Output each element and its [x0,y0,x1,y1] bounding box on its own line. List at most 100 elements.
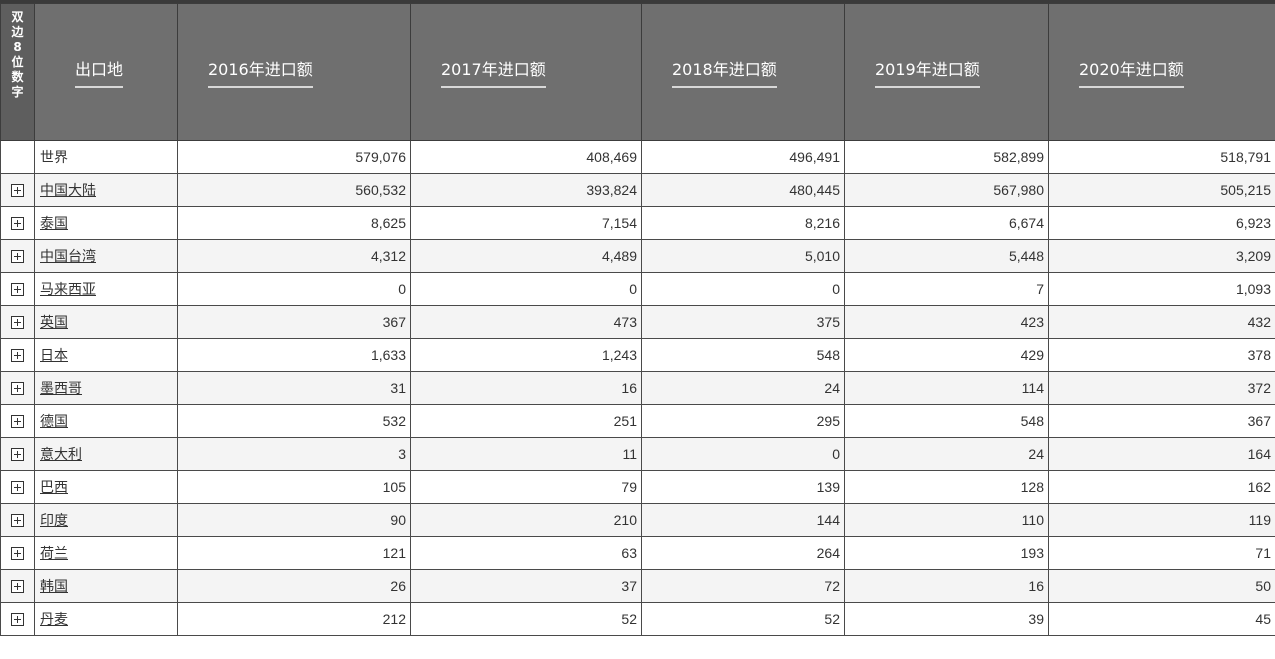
value-2017: 11 [410,437,642,471]
origin-link[interactable]: 墨西哥 [40,381,82,397]
value-2020: 1,093 [1048,272,1275,306]
value-2018: 548 [641,338,845,372]
origin-cell: 丹麦 [34,602,178,636]
header-2016-label[interactable]: 2016年进口额 [208,56,313,88]
plus-box-icon[interactable] [11,381,24,395]
value-2017: 79 [410,470,642,504]
origin-cell: 印度 [34,503,178,537]
value-2020: 372 [1048,371,1275,405]
origin-cell: 巴西 [34,470,178,504]
value-2020: 367 [1048,404,1275,438]
header-2018-label[interactable]: 2018年进口额 [672,56,777,88]
expand-cell[interactable] [0,239,35,273]
value-2019: 193 [844,536,1049,570]
expand-cell[interactable] [0,371,35,405]
plus-box-icon[interactable] [11,513,24,527]
plus-box-icon[interactable] [11,546,24,560]
origin-cell: 英国 [34,305,178,339]
expand-cell[interactable] [0,305,35,339]
value-2018: 375 [641,305,845,339]
value-2020: 71 [1048,536,1275,570]
plus-box-icon[interactable] [11,414,24,428]
value-2016: 90 [177,503,411,537]
origin-link[interactable]: 巴西 [40,480,68,496]
origin-link[interactable]: 意大利 [40,447,82,463]
origin-link[interactable]: 丹麦 [40,612,68,628]
expand-cell[interactable] [0,272,35,306]
plus-box-icon[interactable] [11,579,24,593]
expand-cell[interactable] [0,503,35,537]
world-row: 世界 579,076 408,469 496,491 582,899 518,7… [0,140,1275,174]
value-2020: 119 [1048,503,1275,537]
value-2019: 6,674 [844,206,1049,240]
expand-cell[interactable] [0,569,35,603]
expand-cell[interactable] [0,173,35,207]
header-2017[interactable]: 2017年进口额 [410,3,642,141]
expand-cell[interactable] [0,206,35,240]
origin-link[interactable]: 德国 [40,414,68,430]
value-2020: 45 [1048,602,1275,636]
origin-cell: 泰国 [34,206,178,240]
value-2019: 548 [844,404,1049,438]
origin-link[interactable]: 中国台湾 [40,249,96,265]
expand-cell[interactable] [0,338,35,372]
value-2017: 210 [410,503,642,537]
value-2016: 1,633 [177,338,411,372]
plus-box-icon[interactable] [11,315,24,329]
header-origin[interactable]: 出口地 [34,3,178,141]
value-2016: 31 [177,371,411,405]
table-row: 中国大陆 560,532 393,824 480,445 567,980 505,215 [0,173,1275,207]
plus-box-icon[interactable] [11,216,24,230]
origin-link[interactable]: 荷兰 [40,546,68,562]
world-row-origin: 世界 [34,140,178,174]
plus-box-icon[interactable] [11,348,24,362]
plus-box-icon[interactable] [11,282,24,296]
plus-box-icon[interactable] [11,183,24,197]
value-2017: 0 [410,272,642,306]
plus-box-icon[interactable] [11,447,24,461]
value-2018: 72 [641,569,845,603]
value-2016: 8,625 [177,206,411,240]
value-2019: 5,448 [844,239,1049,273]
table-row: 英国 367 473 375 423 432 [0,305,1275,339]
origin-link[interactable]: 泰国 [40,216,68,232]
header-2020[interactable]: 2020年进口额 [1048,3,1275,141]
expand-cell[interactable] [0,437,35,471]
header-2020-label[interactable]: 2020年进口额 [1079,56,1184,88]
corner-header: 双边8位数字 [0,3,35,141]
origin-link[interactable]: 中国大陆 [40,183,96,199]
value-2017: 37 [410,569,642,603]
expand-cell[interactable] [0,536,35,570]
value-2018: 52 [641,602,845,636]
value-2017: 393,824 [410,173,642,207]
value-2018: 295 [641,404,845,438]
value-2019: 7 [844,272,1049,306]
plus-box-icon[interactable] [11,480,24,494]
value-2017: 473 [410,305,642,339]
expand-cell[interactable] [0,404,35,438]
origin-link[interactable]: 英国 [40,315,68,331]
expand-cell[interactable] [0,470,35,504]
origin-link[interactable]: 印度 [40,513,68,529]
value-2016: 105 [177,470,411,504]
plus-box-icon[interactable] [11,612,24,626]
value-2017: 1,243 [410,338,642,372]
header-2019[interactable]: 2019年进口额 [844,3,1049,141]
world-value-2019: 582,899 [844,140,1049,174]
value-2016: 560,532 [177,173,411,207]
origin-link[interactable]: 韩国 [40,579,68,595]
plus-box-icon[interactable] [11,249,24,263]
header-2019-label[interactable]: 2019年进口额 [875,56,980,88]
value-2019: 16 [844,569,1049,603]
header-origin-label[interactable]: 出口地 [75,56,124,88]
expand-cell[interactable] [0,602,35,636]
origin-link[interactable]: 马来西亚 [40,282,96,298]
header-2016[interactable]: 2016年进口额 [177,3,411,141]
header-2017-label[interactable]: 2017年进口额 [441,56,546,88]
origin-link[interactable]: 日本 [40,348,68,364]
header-2018[interactable]: 2018年进口额 [641,3,845,141]
value-2020: 164 [1048,437,1275,471]
origin-cell: 日本 [34,338,178,372]
value-2017: 251 [410,404,642,438]
